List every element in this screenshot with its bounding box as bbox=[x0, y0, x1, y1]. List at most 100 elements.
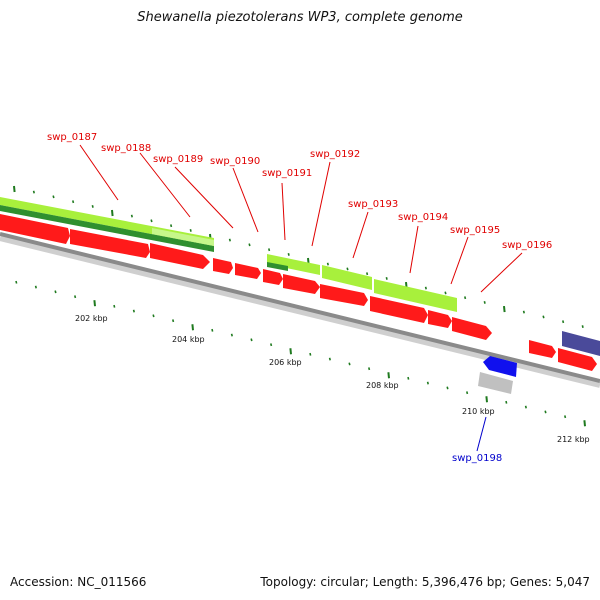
callout-line bbox=[139, 152, 191, 218]
minor-tick bbox=[426, 381, 429, 385]
feature-block[interactable] bbox=[0, 205, 214, 252]
major-tick bbox=[111, 209, 114, 217]
minor-tick bbox=[309, 352, 312, 356]
gene-label[interactable]: swp_0195 bbox=[450, 225, 500, 236]
accession-text: Accession: NC_011566 bbox=[10, 575, 147, 589]
callout-line bbox=[232, 167, 259, 233]
minor-tick bbox=[228, 238, 231, 242]
minor-tick bbox=[366, 272, 369, 276]
gene-arrow[interactable] bbox=[263, 269, 283, 285]
feature-block[interactable] bbox=[152, 228, 214, 246]
major-tick bbox=[387, 372, 390, 379]
gene-arrow[interactable] bbox=[529, 340, 556, 358]
scale-label: 208 kbp bbox=[366, 381, 399, 390]
minor-tick bbox=[150, 219, 153, 223]
minor-tick bbox=[524, 405, 527, 409]
minor-tick bbox=[32, 190, 35, 194]
scale-label: 206 kbp bbox=[269, 358, 302, 367]
minor-tick bbox=[562, 320, 565, 324]
callout-line bbox=[480, 252, 523, 293]
major-tick bbox=[485, 396, 488, 403]
gene-label[interactable]: swp_0187 bbox=[47, 132, 97, 143]
minor-tick bbox=[505, 400, 508, 404]
gene-arrow[interactable] bbox=[320, 284, 368, 306]
other-track-block[interactable] bbox=[562, 331, 600, 356]
minor-tick bbox=[172, 319, 175, 323]
minor-tick bbox=[326, 262, 329, 266]
gene-label[interactable]: swp_0194 bbox=[398, 212, 448, 223]
scale-label: 210 kbp bbox=[462, 407, 495, 416]
gene-arrow[interactable] bbox=[283, 274, 320, 294]
major-tick bbox=[93, 300, 96, 307]
minor-tick bbox=[328, 357, 331, 361]
minor-tick bbox=[444, 291, 447, 295]
gene-labels: swp_0187 swp_0188 swp_0189 swp_0190 swp_… bbox=[47, 132, 552, 464]
minor-tick bbox=[522, 310, 525, 314]
callout-line bbox=[311, 161, 331, 247]
minor-tick bbox=[54, 290, 57, 294]
feature-track bbox=[0, 197, 457, 312]
gene-arrow[interactable] bbox=[428, 310, 452, 328]
minor-tick bbox=[72, 200, 75, 204]
callout-line bbox=[352, 211, 369, 259]
minor-tick bbox=[34, 285, 37, 289]
gene-arrow[interactable] bbox=[370, 296, 428, 323]
genome-backbone bbox=[0, 232, 600, 383]
minor-tick bbox=[170, 224, 173, 228]
gene-track bbox=[0, 214, 600, 394]
minor-tick bbox=[74, 295, 77, 299]
gene-arrow[interactable] bbox=[213, 258, 233, 274]
gene-arrow[interactable] bbox=[150, 243, 210, 269]
callout-line bbox=[450, 236, 469, 285]
gene-label[interactable]: swp_0188 bbox=[101, 143, 151, 154]
major-tick bbox=[503, 305, 506, 313]
minor-tick bbox=[52, 195, 55, 199]
gene-label[interactable]: swp_0190 bbox=[210, 156, 260, 167]
scale-label: 202 kbp bbox=[75, 314, 108, 323]
minor-tick bbox=[91, 205, 94, 208]
minor-tick bbox=[483, 301, 486, 304]
minor-tick bbox=[230, 333, 233, 337]
major-tick bbox=[583, 420, 586, 427]
callout-line bbox=[409, 225, 419, 274]
minor-tick bbox=[15, 280, 18, 284]
gene-callouts bbox=[79, 144, 523, 452]
minor-tick bbox=[270, 343, 273, 347]
minor-tick bbox=[287, 253, 290, 256]
feature-block[interactable] bbox=[374, 279, 457, 312]
feature-block[interactable] bbox=[267, 254, 320, 275]
callout-line bbox=[281, 182, 286, 241]
scale-labels: 202 kbp 204 kbp 206 kbp 208 kbp 210 kbp … bbox=[75, 314, 590, 444]
genome-stats-text: Topology: circular; Length: 5,396,476 bp… bbox=[260, 575, 590, 589]
gene-label[interactable]: swp_0192 bbox=[310, 149, 360, 160]
inner-ticks bbox=[15, 280, 586, 427]
gene-label[interactable]: swp_0196 bbox=[502, 240, 552, 251]
gene-arrow[interactable] bbox=[70, 229, 150, 258]
minor-tick bbox=[368, 367, 371, 371]
minor-tick bbox=[113, 304, 116, 308]
scale-label: 204 kbp bbox=[172, 335, 205, 344]
minor-tick bbox=[250, 338, 253, 342]
minor-tick bbox=[189, 229, 192, 232]
callout-line bbox=[79, 144, 119, 201]
gene-arrow-reverse[interactable] bbox=[483, 356, 517, 377]
minor-tick bbox=[564, 415, 567, 419]
major-tick bbox=[13, 185, 16, 193]
gene-arrow[interactable] bbox=[0, 214, 70, 244]
gene-label[interactable]: swp_0191 bbox=[262, 168, 312, 179]
feature-block[interactable] bbox=[267, 262, 288, 271]
minor-tick bbox=[385, 277, 388, 280]
minor-tick bbox=[211, 328, 214, 332]
feature-block[interactable] bbox=[322, 265, 372, 290]
callout-line bbox=[174, 166, 234, 229]
minor-tick bbox=[132, 309, 135, 313]
gene-label[interactable]: swp_0198 bbox=[452, 453, 502, 464]
gene-arrow[interactable] bbox=[452, 317, 492, 340]
minor-tick bbox=[346, 267, 349, 271]
gene-label[interactable]: swp_0189 bbox=[153, 154, 203, 165]
gene-label[interactable]: swp_0193 bbox=[348, 199, 398, 210]
gene-arrow[interactable] bbox=[558, 348, 597, 371]
minor-tick bbox=[542, 315, 545, 319]
gene-arrow[interactable] bbox=[235, 263, 261, 279]
rna-gene-block[interactable] bbox=[478, 372, 513, 394]
